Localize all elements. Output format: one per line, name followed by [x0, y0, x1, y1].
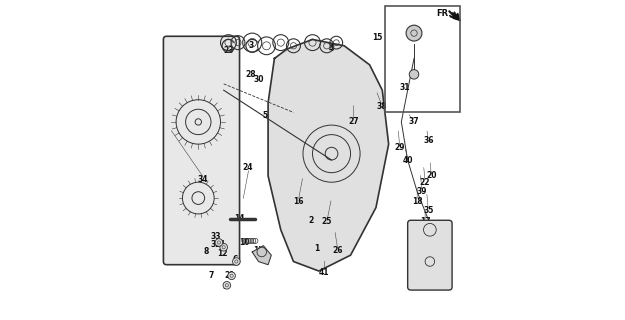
Text: FR.: FR.: [436, 9, 452, 18]
Text: 21: 21: [225, 271, 235, 280]
Text: 24: 24: [242, 164, 252, 172]
Text: 32: 32: [211, 240, 221, 249]
Text: 38: 38: [377, 101, 388, 111]
Text: 15: 15: [372, 33, 382, 42]
Circle shape: [215, 239, 222, 246]
Text: 20: 20: [426, 172, 437, 180]
Text: 31: 31: [399, 83, 410, 92]
Text: 40: 40: [402, 156, 413, 164]
Text: 11: 11: [215, 240, 226, 249]
Text: 18: 18: [412, 197, 422, 206]
Text: 3: 3: [248, 41, 253, 50]
Text: 22: 22: [420, 178, 431, 187]
Polygon shape: [253, 246, 271, 265]
Text: 37: 37: [409, 117, 419, 126]
Text: 13: 13: [253, 246, 264, 255]
Text: 14: 14: [234, 214, 245, 223]
Text: 4: 4: [329, 44, 334, 53]
Text: 5: 5: [262, 111, 268, 120]
Text: 23: 23: [223, 46, 234, 55]
Circle shape: [223, 282, 231, 289]
Circle shape: [406, 25, 422, 41]
Polygon shape: [268, 39, 389, 271]
Text: 19: 19: [426, 281, 437, 290]
Circle shape: [409, 69, 419, 79]
Text: 17: 17: [420, 217, 431, 226]
Circle shape: [220, 244, 228, 251]
Text: 33: 33: [211, 232, 221, 241]
Text: 35: 35: [423, 206, 434, 215]
Text: 16: 16: [293, 197, 304, 206]
Text: 34: 34: [198, 174, 208, 184]
Text: 27: 27: [348, 117, 359, 126]
Text: 29: 29: [394, 143, 405, 152]
Text: 28: 28: [246, 70, 256, 79]
FancyBboxPatch shape: [163, 36, 239, 265]
FancyBboxPatch shape: [408, 220, 452, 290]
Text: 26: 26: [332, 246, 343, 255]
Text: 25: 25: [322, 217, 332, 226]
Text: 30: 30: [253, 75, 264, 84]
Text: 9: 9: [222, 282, 228, 292]
Text: 41: 41: [318, 268, 329, 277]
Text: 36: 36: [423, 136, 434, 146]
Circle shape: [228, 272, 236, 280]
Text: 8: 8: [204, 247, 209, 257]
Circle shape: [232, 258, 240, 265]
Text: 2: 2: [308, 216, 314, 225]
Text: 7: 7: [208, 271, 214, 280]
Text: 10: 10: [239, 238, 249, 247]
Text: 6: 6: [232, 255, 238, 264]
Text: 1: 1: [314, 244, 320, 253]
Text: 39: 39: [417, 187, 428, 196]
Bar: [386, 6, 460, 112]
Text: 12: 12: [217, 249, 227, 258]
